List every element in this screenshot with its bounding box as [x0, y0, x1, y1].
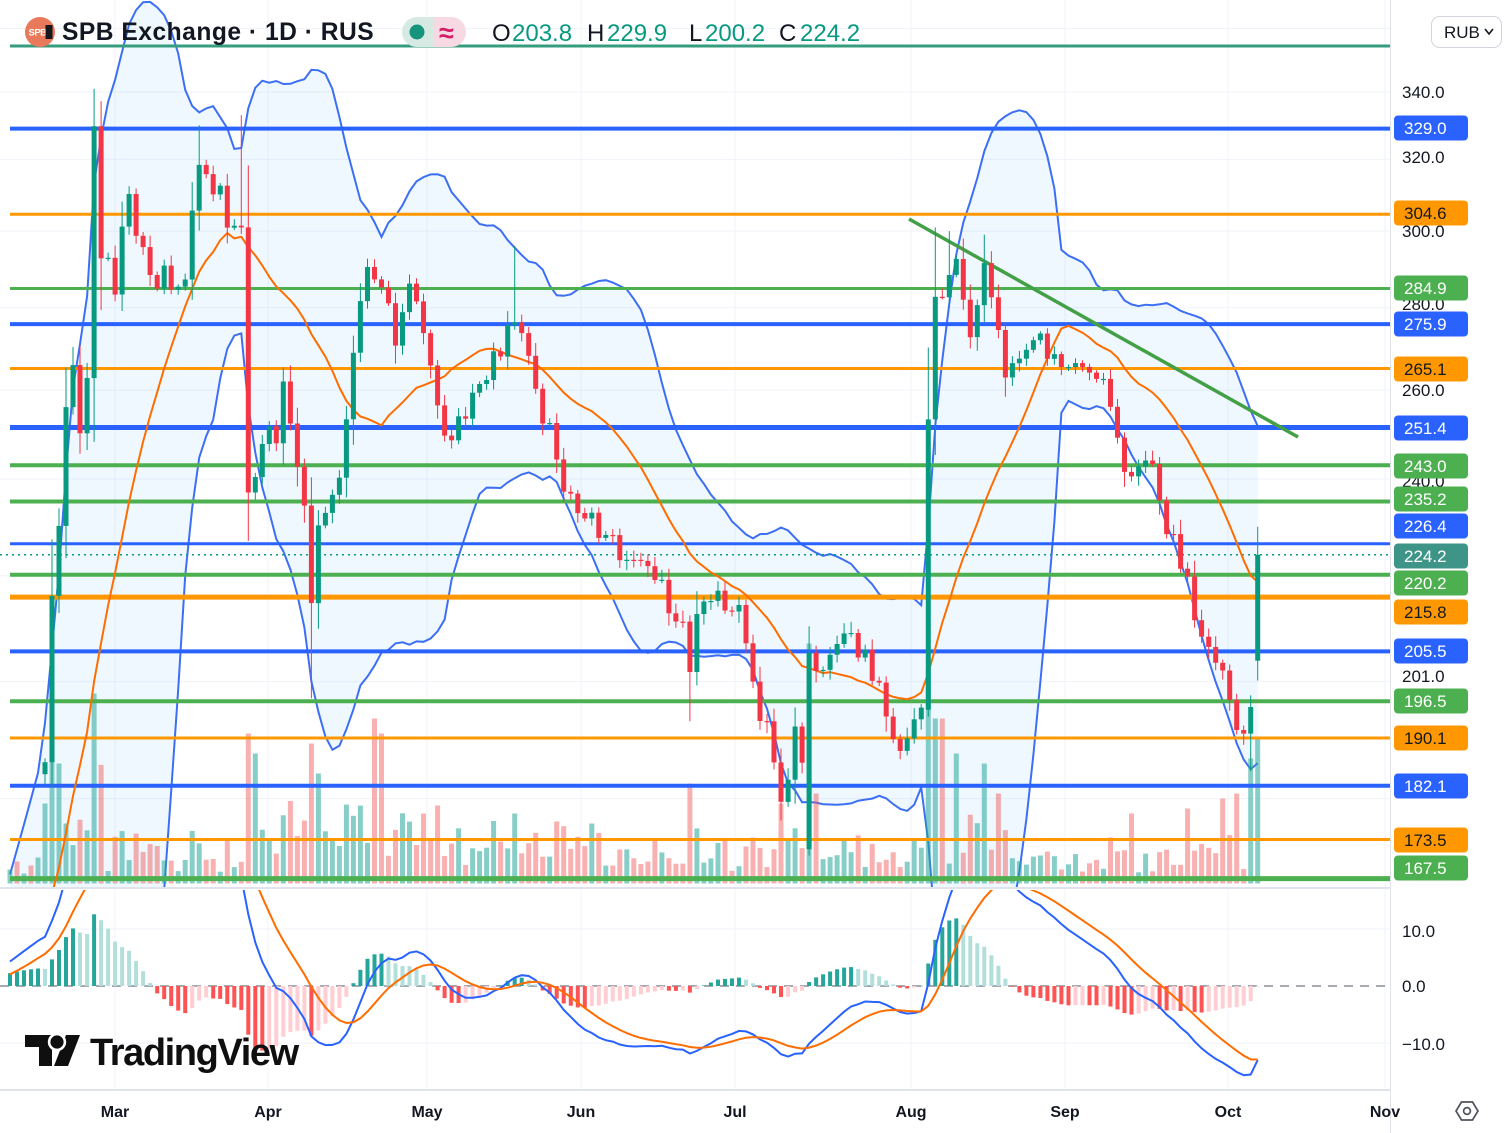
- svg-text:Jun: Jun: [567, 1104, 595, 1121]
- svg-text:Aug: Aug: [895, 1104, 926, 1121]
- svg-text:Jul: Jul: [723, 1104, 746, 1121]
- svg-text:203.8: 203.8: [512, 20, 572, 47]
- svg-text:329.0: 329.0: [1404, 119, 1447, 138]
- svg-text:O: O: [492, 20, 511, 47]
- svg-text:251.4: 251.4: [1404, 419, 1447, 438]
- svg-text:196.5: 196.5: [1404, 692, 1447, 711]
- svg-text:C: C: [779, 20, 796, 47]
- svg-text:167.5: 167.5: [1404, 859, 1447, 878]
- svg-text:340.0: 340.0: [1402, 83, 1445, 102]
- svg-text:300.0: 300.0: [1402, 222, 1445, 241]
- svg-text:0.0: 0.0: [1402, 977, 1426, 996]
- svg-text:−10.0: −10.0: [1402, 1035, 1445, 1054]
- svg-text:Apr: Apr: [254, 1104, 282, 1121]
- svg-text:Nov: Nov: [1370, 1104, 1400, 1121]
- svg-text:229.9: 229.9: [607, 20, 667, 47]
- svg-text:260.0: 260.0: [1402, 381, 1445, 400]
- svg-text:10.0: 10.0: [1402, 922, 1435, 941]
- svg-text:RUB: RUB: [1444, 23, 1480, 42]
- svg-text:235.2: 235.2: [1404, 490, 1447, 509]
- svg-text:320.0: 320.0: [1402, 148, 1445, 167]
- svg-text:304.6: 304.6: [1404, 204, 1447, 223]
- svg-text:SPB: SPB: [29, 28, 48, 39]
- svg-text:H: H: [587, 20, 604, 47]
- svg-text:205.5: 205.5: [1404, 642, 1447, 661]
- svg-text:265.1: 265.1: [1404, 360, 1447, 379]
- svg-text:224.2: 224.2: [800, 20, 860, 47]
- svg-text:224.2: 224.2: [1404, 547, 1447, 566]
- svg-text:TradingView: TradingView: [90, 1032, 300, 1074]
- svg-text:226.4: 226.4: [1404, 517, 1447, 536]
- svg-text:Sep: Sep: [1050, 1104, 1080, 1121]
- svg-text:275.9: 275.9: [1404, 315, 1447, 334]
- svg-text:173.5: 173.5: [1404, 831, 1447, 850]
- svg-text:243.0: 243.0: [1404, 457, 1447, 476]
- svg-text:L: L: [689, 20, 702, 47]
- svg-text:May: May: [411, 1104, 442, 1121]
- svg-text:Mar: Mar: [101, 1104, 129, 1121]
- svg-text:200.2: 200.2: [705, 20, 765, 47]
- svg-text:220.2: 220.2: [1404, 574, 1447, 593]
- svg-text:182.1: 182.1: [1404, 777, 1447, 796]
- svg-text:190.1: 190.1: [1404, 729, 1447, 748]
- svg-text:≈: ≈: [439, 18, 454, 48]
- svg-text:SPB Exchange · 1D · RUS: SPB Exchange · 1D · RUS: [62, 19, 374, 46]
- svg-text:201.0: 201.0: [1402, 667, 1445, 686]
- svg-text:Oct: Oct: [1215, 1104, 1242, 1121]
- svg-text:284.9: 284.9: [1404, 279, 1447, 298]
- svg-text:215.8: 215.8: [1404, 603, 1447, 622]
